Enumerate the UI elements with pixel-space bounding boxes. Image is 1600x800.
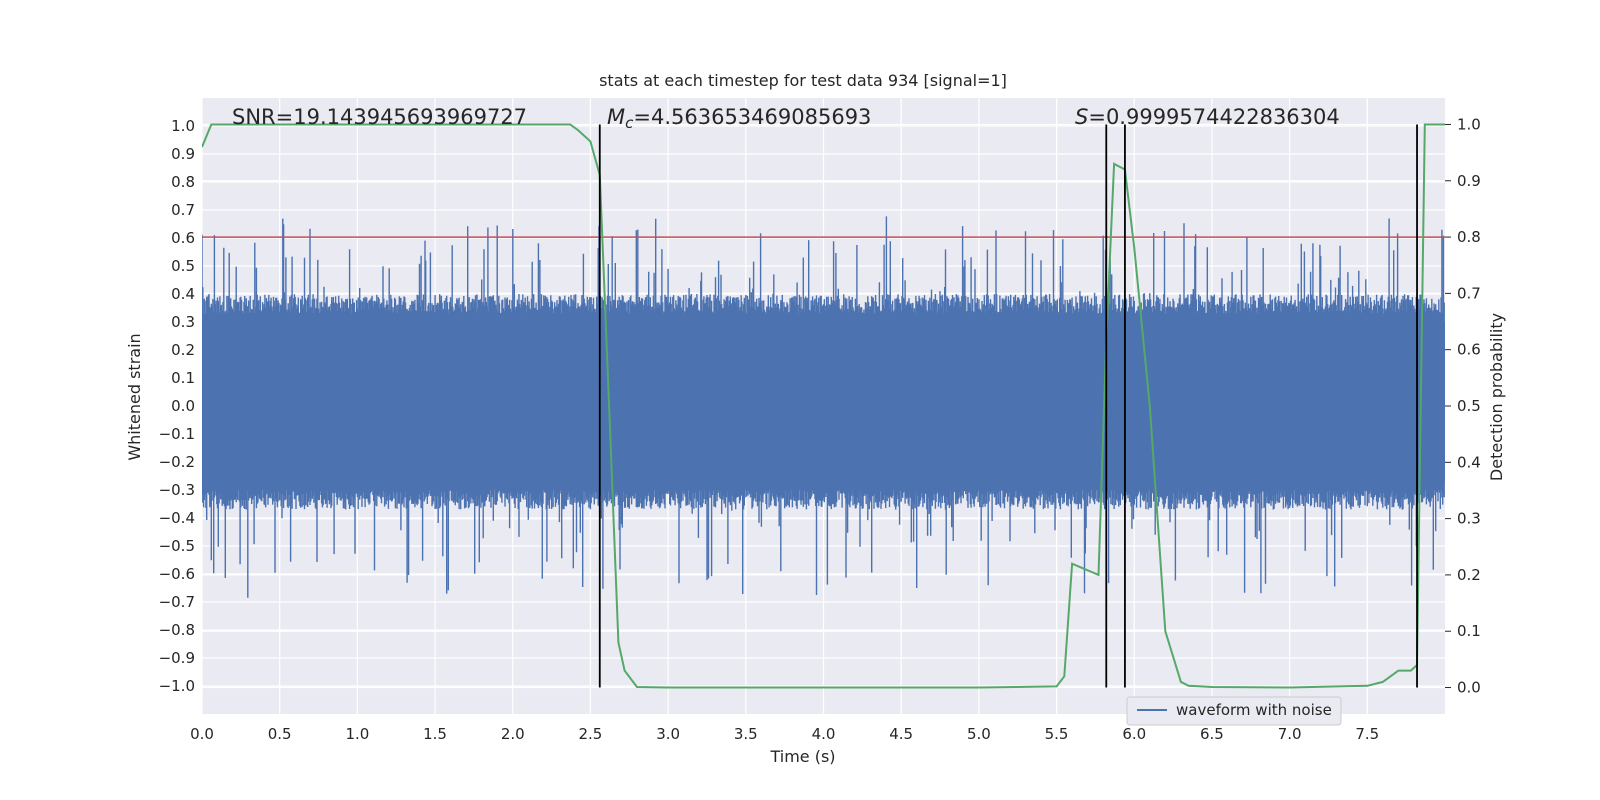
x-axis-ticks: 0.0 0.5 1.0 1.5 2.0 2.5 3.0 3.5 4.0 4.5 5.0 5.5 6.0 6… — [190, 725, 1379, 743]
y2-tick-label: 0.3 — [1457, 510, 1481, 528]
x-tick-label: 0.0 — [190, 725, 214, 743]
y-tick-label: 1.0 — [171, 117, 195, 135]
y2-axis-ticks: 1.0 0.9 0.8 0.7 0.6 0.5 0.4 0.3 0.2 0.1 0.0 — [1445, 115, 1481, 697]
chirp-mass-value: =4.563653469085693 — [633, 105, 871, 129]
x-tick-label: 5.0 — [967, 725, 991, 743]
x-tick-label: 7.0 — [1278, 725, 1302, 743]
x-tick-label: 4.0 — [812, 725, 836, 743]
x-tick-label: 1.5 — [423, 725, 447, 743]
significance-annotation: S=0.9999574422836304 — [1075, 105, 1340, 129]
y-tick-label: −0.6 — [159, 565, 195, 583]
y-axis-label: Whitened strain — [125, 333, 144, 460]
y-tick-label: 0.5 — [171, 257, 195, 275]
y-tick-label: −0.4 — [159, 509, 195, 527]
y-tick-label: 0.0 — [171, 397, 195, 415]
x-tick-label: 3.0 — [656, 725, 680, 743]
y-tick-label: 0.9 — [171, 145, 195, 163]
legend: waveform with noise — [1126, 696, 1342, 726]
y-tick-label: −0.3 — [159, 481, 195, 499]
x-tick-label: 2.5 — [579, 725, 603, 743]
y-tick-label: 0.8 — [171, 173, 195, 191]
y2-tick-label: 0.7 — [1457, 284, 1481, 302]
y-tick-label: 0.6 — [171, 229, 195, 247]
detection-probability-line — [202, 123, 1445, 689]
chart-title: stats at each timestep for test data 934… — [599, 71, 1007, 90]
y-tick-label: 0.7 — [171, 201, 195, 219]
x-tick-label: 7.5 — [1355, 725, 1379, 743]
x-tick-label: 6.5 — [1200, 725, 1224, 743]
x-tick-label: 2.0 — [501, 725, 525, 743]
y2-axis-label: Detection probability — [1487, 313, 1506, 481]
x-tick-label: 1.0 — [345, 725, 369, 743]
y2-tick-label: 1.0 — [1457, 115, 1481, 133]
y2-tick-label: 0.8 — [1457, 228, 1481, 246]
legend-entry: waveform with noise — [1176, 701, 1332, 719]
y-tick-label: −0.7 — [159, 593, 195, 611]
x-tick-label: 3.5 — [734, 725, 758, 743]
snr-annotation: SNR=19.143945693969727 — [232, 105, 527, 129]
y-tick-label: 0.3 — [171, 313, 195, 331]
y2-tick-label: 0.6 — [1457, 341, 1481, 359]
y-axis-ticks: 1.0 0.9 0.8 0.7 0.6 0.5 0.4 0.3 0.2 0.1 0.0 −0.1 −0.… — [159, 117, 195, 695]
y-tick-label: 0.2 — [171, 341, 195, 359]
x-tick-label: 6.0 — [1122, 725, 1146, 743]
y-tick-label: −0.2 — [159, 453, 195, 471]
waveform-series — [202, 216, 1445, 598]
y-tick-label: −0.9 — [159, 649, 195, 667]
y-tick-label: −1.0 — [159, 677, 195, 695]
chirp-mass-symbol: M — [607, 105, 625, 129]
y2-tick-label: 0.2 — [1457, 566, 1481, 584]
event-markers — [598, 124, 1418, 688]
y2-tick-label: 0.4 — [1457, 453, 1481, 471]
y2-tick-label: 0.1 — [1457, 622, 1481, 640]
y2-tick-label: 0.9 — [1457, 172, 1481, 190]
significance-symbol: S — [1075, 105, 1088, 129]
chirp-mass-annotation: Mc=4.563653469085693 — [607, 105, 871, 132]
chirp-mass-subscript: c — [625, 114, 634, 132]
x-axis-label: Time (s) — [769, 747, 835, 766]
y-tick-label: 0.1 — [171, 369, 195, 387]
y-tick-label: −0.8 — [159, 621, 195, 639]
y-tick-label: −0.5 — [159, 537, 195, 555]
legend-box — [1126, 696, 1342, 726]
y2-tick-label: 0.5 — [1457, 397, 1481, 415]
x-tick-label: 0.5 — [268, 725, 292, 743]
y-tick-label: 0.4 — [171, 285, 195, 303]
y2-tick-label: 0.0 — [1457, 679, 1481, 697]
x-tick-label: 5.5 — [1045, 725, 1069, 743]
x-tick-label: 4.5 — [889, 725, 913, 743]
significance-value: =0.9999574422836304 — [1088, 105, 1339, 129]
y-tick-label: −0.1 — [159, 425, 195, 443]
